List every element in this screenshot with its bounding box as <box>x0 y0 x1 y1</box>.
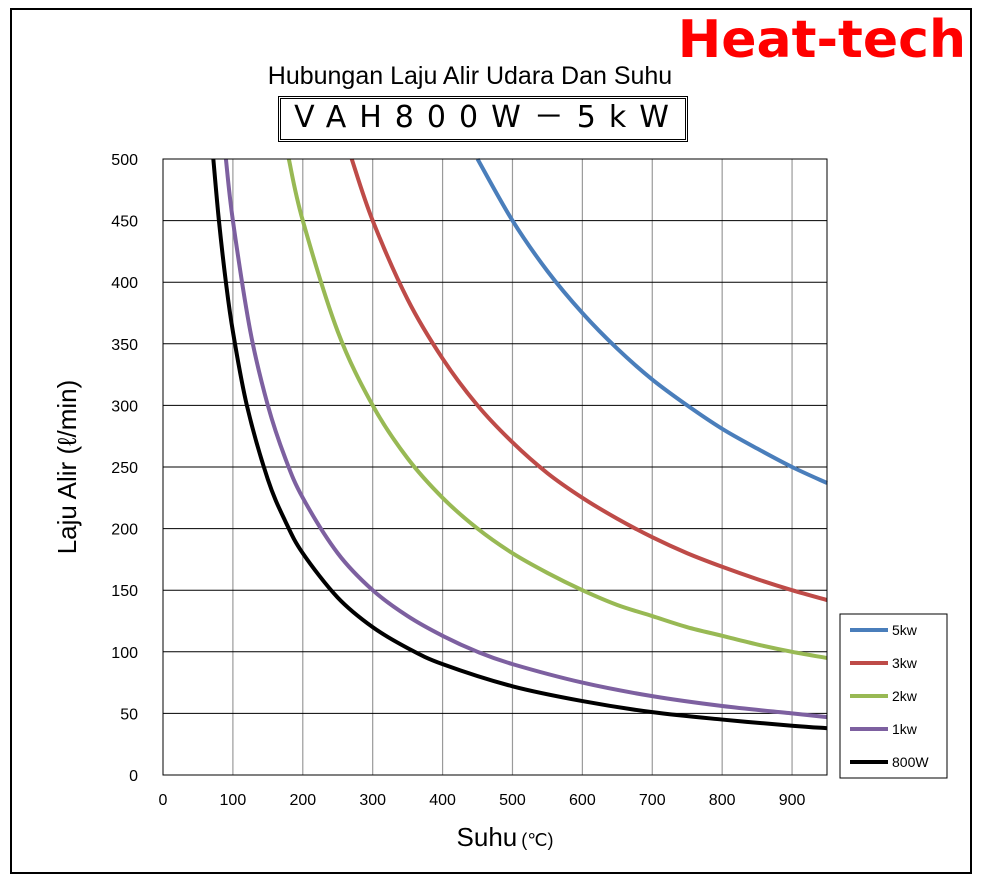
y-tick-label: 200 <box>111 522 138 539</box>
legend: 5kw 3kw 2kw 1kw 800W <box>839 613 948 779</box>
x-tick-label: 700 <box>639 792 666 809</box>
brand-logo: Heat-tech <box>677 10 966 70</box>
chart-subtitle: VAH800W－5kW <box>278 96 688 142</box>
plot-area <box>162 158 828 776</box>
series-line-2kw <box>286 158 828 660</box>
series-line-1kw <box>223 158 828 720</box>
legend-label-3kw: 3kw <box>892 655 918 671</box>
x-tick-label: 100 <box>220 792 247 809</box>
series-line-5kw <box>475 158 828 485</box>
legend-label-5kw: 5kw <box>892 622 918 638</box>
grid <box>163 159 827 775</box>
legend-label-800w: 800W <box>892 754 929 770</box>
y-tick-label: 100 <box>111 645 138 662</box>
x-tick-label: 500 <box>499 792 526 809</box>
x-axis-label: Suhu (℃) <box>457 822 554 852</box>
y-tick-label: 250 <box>111 460 138 477</box>
y-tick-label: 300 <box>111 398 138 415</box>
x-axis-label-text: Suhu <box>457 822 518 852</box>
y-tick-label: 50 <box>120 706 138 723</box>
legend-label-2kw: 2kw <box>892 688 918 704</box>
y-tick-label: 450 <box>111 214 138 231</box>
y-tick-label: 500 <box>111 152 138 169</box>
y-tick-label: 150 <box>111 583 138 600</box>
series-lines <box>211 158 828 731</box>
tick-labels: 0 100 200 300 400 500 600 700 800 900 0 50 100 150 200… <box>111 152 805 809</box>
x-tick-label: 200 <box>289 792 316 809</box>
legend-label-1kw: 1kw <box>892 721 918 737</box>
y-axis-label: Laju Alir (ℓ/min) <box>52 380 82 555</box>
series-line-800w <box>211 158 828 731</box>
y-tick-label: 350 <box>111 337 138 354</box>
y-tick-label: 400 <box>111 275 138 292</box>
x-tick-label: 300 <box>359 792 386 809</box>
series-line-3kw <box>349 158 828 602</box>
x-tick-label: 900 <box>779 792 806 809</box>
x-axis-unit: (℃) <box>521 830 553 850</box>
x-tick-label: 800 <box>709 792 736 809</box>
y-tick-label: 0 <box>129 768 138 785</box>
chart-frame <box>10 8 972 874</box>
x-tick-label: 400 <box>429 792 456 809</box>
chart-title: Hubungan Laju Alir Udara Dan Suhu <box>267 62 673 90</box>
x-tick-label: 0 <box>159 792 168 809</box>
x-tick-label: 600 <box>569 792 596 809</box>
